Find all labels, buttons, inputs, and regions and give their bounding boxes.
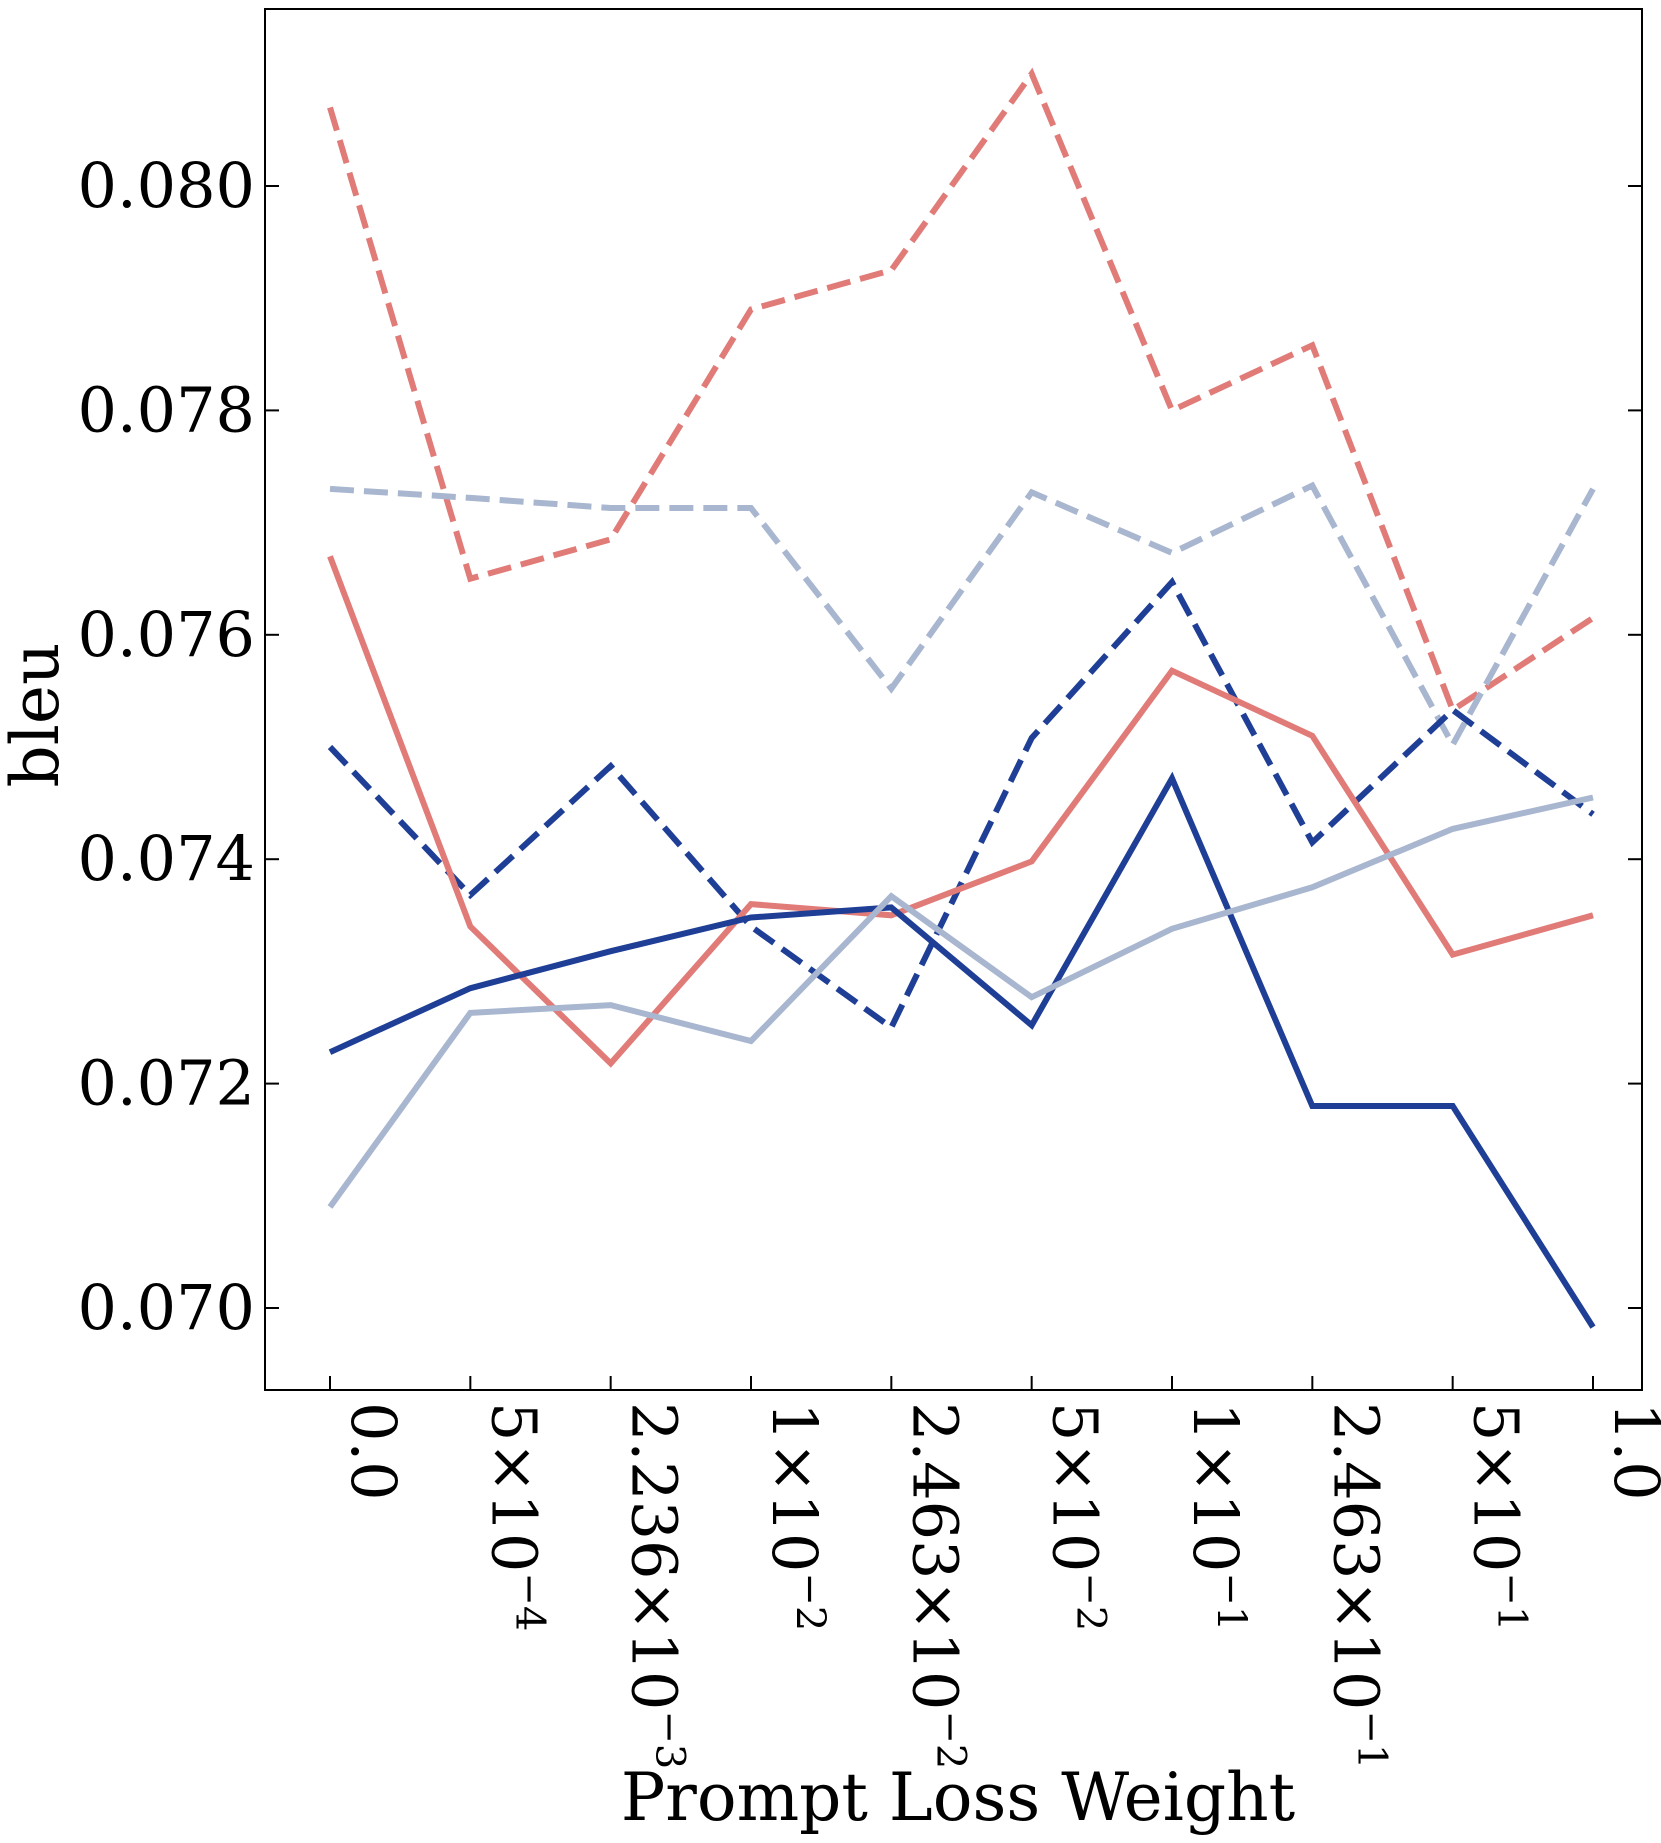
x-tick-label-base: 2.463×10 [898,1402,971,1710]
x-tick-label-base: 1.0 [1600,1402,1661,1501]
x-tick-label-base: 2.463×10 [1319,1402,1392,1710]
x-tick-label-exponent: −2 [787,1572,833,1631]
x-tick-label: 1×10−1 [1179,1402,1254,1631]
x-tick-label: 2.463×10−2 [898,1402,973,1769]
y-axis-label: bleu [0,643,74,788]
x-tick-label-exponent: −2 [927,1710,973,1769]
x-tick-labels: 0.0 5×10−4 2.236×10−31×10−2 2.463×10−25×10−… [337,1402,1661,1769]
y-tick-label: 0.078 [78,373,256,446]
x-tick-label-base: 1×10 [1179,1402,1252,1572]
y-tick-label: 0.070 [78,1271,256,1344]
x-tick-label-exponent: −3 [647,1710,693,1769]
x-tick-label-base: 5×10 [1039,1402,1112,1572]
x-tick-label: 2.463×10−1 [1319,1402,1394,1769]
x-tick-label-exponent: −2 [1068,1572,1114,1631]
x-tick-label: 2.236×10−3 [618,1402,693,1769]
y-tick-label: 0.076 [78,598,256,671]
x-tick-label-exponent: −1 [1208,1572,1254,1631]
series-line-lightblue-dashed [329,481,1596,752]
y-tick-label: 0.080 [78,149,256,222]
x-tick-label: 1.0 [1600,1402,1661,1501]
y-tick-labels: 0.070 0.072 0.074 0.076 0.078 0.080 [78,149,256,1344]
x-tick-label-exponent: −4 [506,1572,552,1631]
y-tick-label: 0.072 [78,1047,256,1120]
x-tick-label-exponent: −1 [1348,1710,1394,1769]
series-line-red-solid [327,555,1594,1068]
x-tick-label: 5×10−4 [477,1402,552,1631]
x-tick-label: 0.0 [337,1402,410,1501]
x-tick-label-base: 5×10 [1460,1402,1533,1572]
y-tick-label: 0.074 [78,822,256,895]
x-tick-label-exponent: −1 [1489,1572,1535,1631]
x-axis-label: Prompt Loss Weight [621,1759,1295,1836]
series-layer [327,67,1596,1329]
x-tick-label-base: 5×10 [477,1402,550,1572]
series-line-navy-solid [328,771,1596,1329]
x-tick-label: 1×10−2 [758,1402,833,1631]
x-tick-label-base: 2.236×10 [618,1402,691,1710]
series-line-lightblue-solid [327,794,1594,1209]
x-tick-label: 5×10−2 [1039,1402,1114,1631]
x-tick-label: 5×10−1 [1460,1402,1535,1631]
plot-frame [264,8,1643,1391]
x-tick-label-base: 0.0 [337,1402,410,1501]
series-line-red-dashed [327,67,1595,715]
series-line-navy-dashed [327,576,1595,1033]
x-tick-label-base: 1×10 [758,1402,831,1572]
ticks-layer [265,185,1642,1390]
